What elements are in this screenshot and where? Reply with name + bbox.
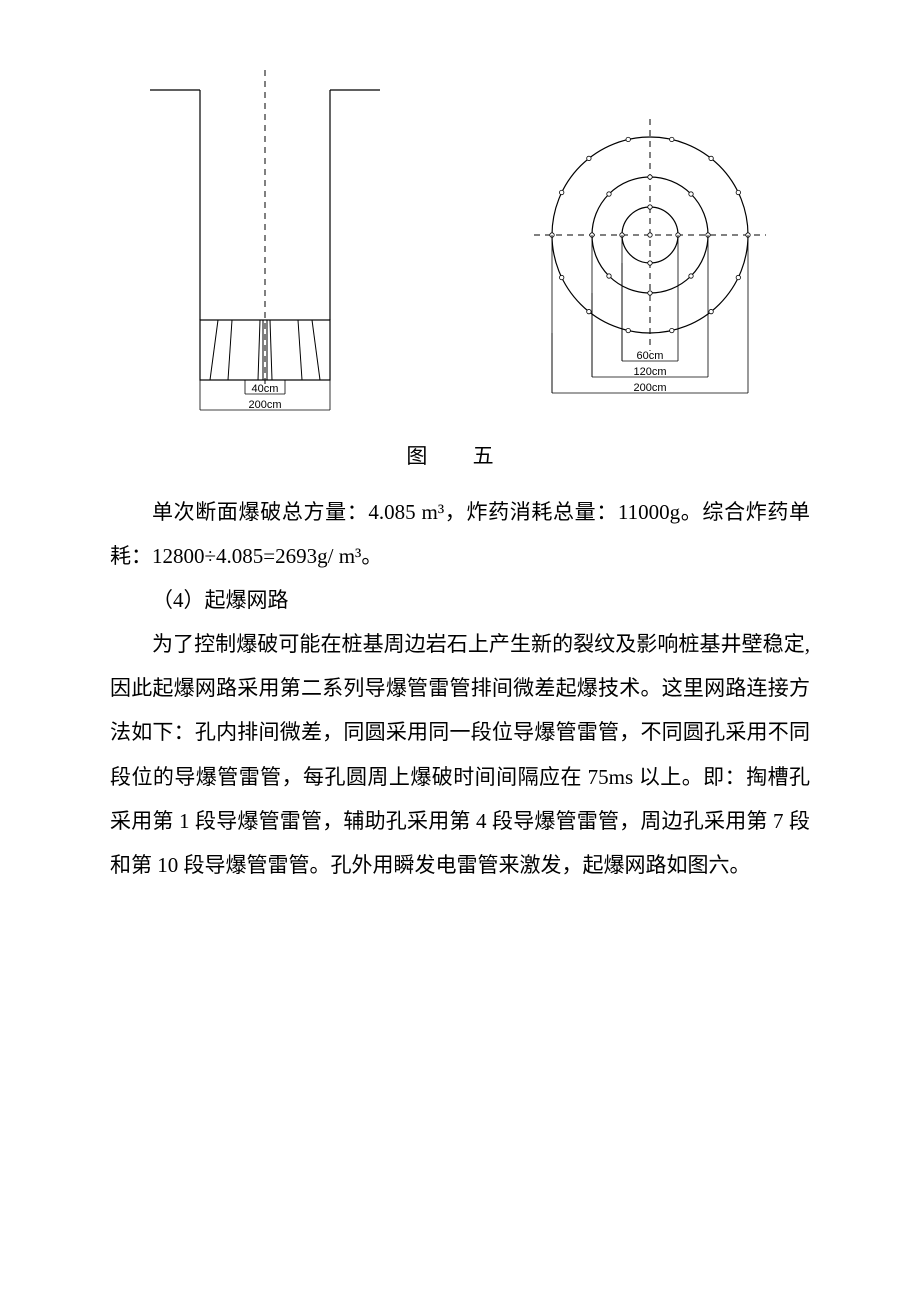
svg-text:120cm: 120cm	[633, 366, 666, 378]
figures-row: 40cm 200cm 60cm 120cm 200cm	[110, 60, 810, 430]
paragraph-3: 为了控制爆破可能在桩基周边岩石上产生新的裂纹及影响桩基井壁稳定,因此起爆网路采用…	[110, 622, 810, 887]
svg-text:40cm: 40cm	[252, 383, 279, 395]
plan-view-diagram: 60cm 120cm 200cm	[490, 110, 810, 430]
paragraph-1: 单次断面爆破总方量：4.085 m³，炸药消耗总量：11000g。综合炸药单耗：…	[110, 490, 810, 578]
svg-text:200cm: 200cm	[633, 382, 666, 394]
document-page: 40cm 200cm 60cm 120cm 200cm 图 五 单次断面爆破总方量：4…	[0, 0, 920, 947]
figure-caption: 图 五	[110, 440, 810, 470]
svg-text:200cm: 200cm	[248, 399, 281, 411]
svg-text:60cm: 60cm	[637, 350, 664, 362]
cross-section-diagram: 40cm 200cm	[110, 60, 420, 430]
paragraph-2: （4）起爆网路	[110, 578, 810, 622]
